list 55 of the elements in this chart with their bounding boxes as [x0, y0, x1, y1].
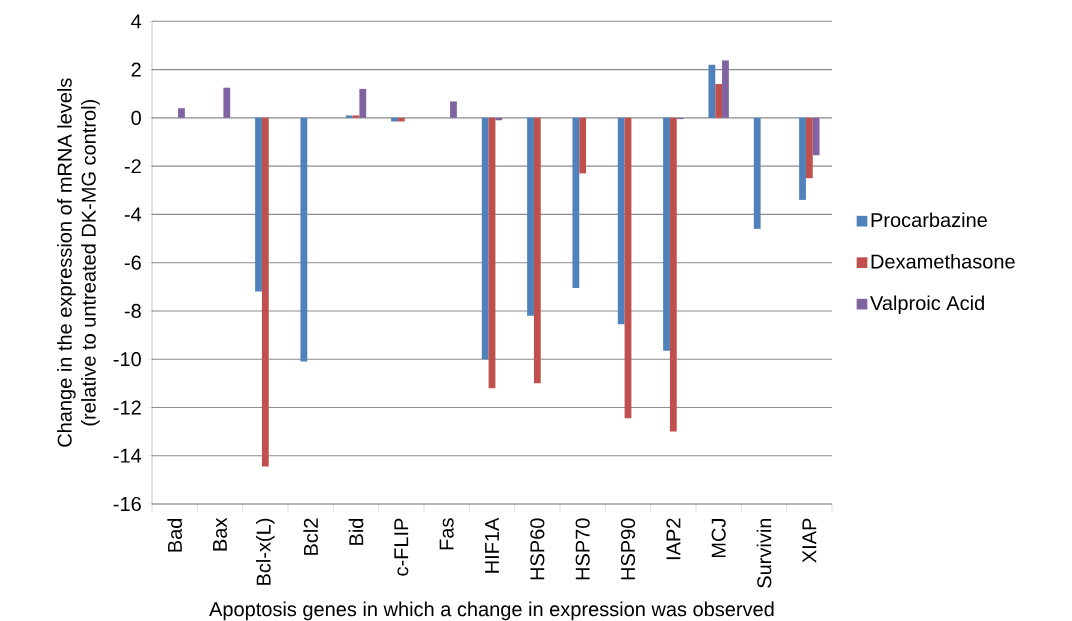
bar: [481, 117, 489, 360]
bar: [255, 117, 262, 292]
y-tick-label: -2: [124, 158, 141, 173]
x-tick-label: HSP70: [575, 518, 590, 580]
legend-label: Procarbazine: [871, 212, 987, 227]
x-tick-label: IAP2: [666, 518, 681, 559]
bar: [708, 64, 716, 118]
bar: [722, 60, 729, 118]
y-tick-label: -12: [113, 400, 141, 415]
legend-label: Valproic Acid: [870, 295, 984, 314]
bar: [812, 117, 820, 156]
y-tick-label: -8: [124, 303, 141, 318]
bar: [352, 115, 360, 118]
bar: [300, 117, 308, 362]
y-tick-label: -14: [113, 448, 142, 463]
y-axis-title: Change in the expression of mRNA levels (relative to untreated DK-MG control): [57, 78, 100, 447]
bar: [669, 117, 677, 432]
bar: [799, 117, 806, 200]
bar: [753, 117, 761, 229]
x-tick-label: Bad: [167, 518, 183, 552]
bar: [663, 117, 670, 351]
x-tick-label: Bcl-x(L): [256, 518, 275, 585]
bar: [715, 83, 723, 118]
bar: [223, 87, 231, 118]
y-tick-label: 0: [131, 110, 141, 125]
x-tick-label: Bid: [348, 518, 364, 545]
x-tick-label: c-FLIP: [394, 518, 409, 576]
x-tick-label: HSP90: [620, 518, 636, 580]
y-tick-label: -4: [124, 207, 142, 222]
bar: [345, 115, 353, 118]
x-tick-label: HSP60: [530, 518, 545, 580]
bar: [579, 117, 587, 174]
bar: [805, 117, 813, 179]
y-tick-label: -10: [113, 351, 141, 367]
y-tick-label: -16: [113, 496, 141, 511]
x-tick-label: MCJ: [711, 518, 726, 557]
y-tick-label: 4: [131, 14, 142, 29]
bar: [572, 117, 580, 288]
x-tick-label: Fas: [439, 518, 454, 550]
bar: [178, 108, 185, 118]
bar: [359, 88, 367, 118]
bar: [261, 117, 269, 467]
bar: [617, 117, 625, 325]
x-tick-label: XIAP: [802, 518, 817, 563]
y-tick-label: 2: [131, 62, 141, 77]
legend-label: Dexamethasone: [871, 253, 1015, 269]
bar: [527, 117, 534, 316]
bar: [533, 117, 541, 384]
x-tick-label: Bax: [213, 517, 227, 551]
x-tick-label: Bcl2: [303, 518, 319, 555]
y-tick-label: -6: [124, 255, 141, 270]
x-tick-label: HIF1A: [485, 517, 499, 573]
bar: [450, 101, 457, 118]
x-tick-label: Survivin: [756, 518, 772, 588]
x-axis-title: Apoptosis genes in which a change in expression was observed: [209, 601, 774, 621]
